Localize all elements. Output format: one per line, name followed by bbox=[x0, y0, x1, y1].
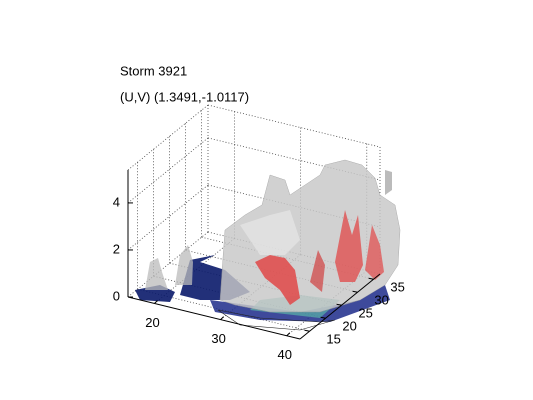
grid-line bbox=[137, 288, 310, 332]
z-tick-label: 4 bbox=[113, 194, 120, 209]
x-tick bbox=[154, 300, 158, 304]
y-tick-label: 15 bbox=[326, 332, 340, 347]
isosurface bbox=[135, 159, 401, 331]
z-tick-label: 0 bbox=[113, 288, 120, 303]
floor-blob bbox=[210, 285, 390, 322]
x-tick-label: 20 bbox=[145, 315, 159, 330]
y-tick bbox=[320, 316, 326, 319]
y-tick bbox=[352, 290, 358, 293]
surface-blob bbox=[175, 245, 193, 285]
x-tick-label: 40 bbox=[278, 347, 292, 362]
y-tick bbox=[336, 303, 342, 306]
x-tick bbox=[220, 316, 224, 320]
y-tick-label: 30 bbox=[374, 293, 388, 308]
y-tick bbox=[304, 329, 310, 332]
y-tick-label: 35 bbox=[390, 280, 404, 295]
grid-line bbox=[127, 137, 209, 204]
z-tick-label: 2 bbox=[113, 241, 120, 256]
grid-line bbox=[127, 231, 209, 298]
y-tick-label: 25 bbox=[358, 306, 372, 321]
box-edge bbox=[207, 104, 381, 148]
chart-subtitle: (U,V) (1.3491,-1.0117) bbox=[120, 89, 249, 104]
x-tick-label: 30 bbox=[211, 331, 225, 346]
surface-blob bbox=[145, 258, 168, 290]
red-blob bbox=[255, 255, 300, 305]
y-tick bbox=[368, 277, 374, 280]
y-axis bbox=[299, 273, 381, 340]
red-blob bbox=[365, 225, 384, 280]
red-blob bbox=[335, 210, 363, 282]
contour bbox=[217, 309, 336, 331]
red-blob bbox=[310, 250, 325, 292]
x-tick bbox=[286, 332, 291, 337]
grid-line bbox=[127, 184, 209, 251]
y-tick-label: 20 bbox=[342, 319, 356, 334]
surface-blob bbox=[240, 210, 300, 255]
chart-title: Storm 3921 bbox=[120, 63, 187, 78]
box-edge bbox=[127, 104, 209, 171]
surface-blob bbox=[385, 170, 392, 195]
x-axis bbox=[127, 296, 301, 340]
